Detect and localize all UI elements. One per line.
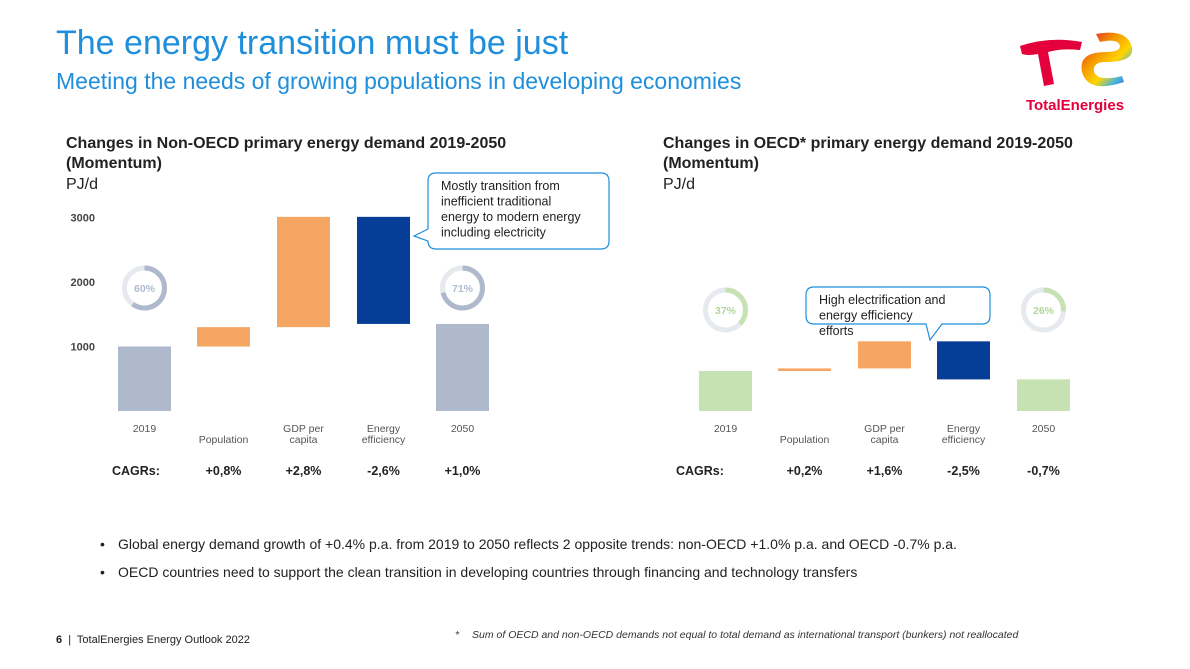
bullet-item: • OECD countries need to support the clea…	[100, 564, 957, 580]
bar-2	[778, 368, 831, 372]
category-label: Population	[199, 434, 249, 446]
category-label: capita	[289, 434, 317, 446]
cagr-value: +2,8%	[286, 464, 322, 478]
y-tick-label: 3000	[71, 213, 95, 225]
footnote-mark: *	[455, 629, 460, 641]
bar-4	[937, 341, 990, 380]
chart-left-unit: PJ/d	[66, 176, 99, 193]
page-title: The energy transition must be just	[56, 24, 569, 62]
category-label: 2050	[1032, 423, 1056, 435]
category-label: Energy	[367, 423, 401, 435]
category-label: efficiency	[942, 434, 986, 446]
logo-text: TotalEnergies	[1026, 97, 1124, 114]
callout-text: inefficient traditional	[441, 195, 551, 209]
bullet-dot: •	[100, 536, 105, 552]
chart-right-title: Changes in OECD* primary energy demand 2…	[663, 135, 1073, 172]
chart-right-unit: PJ/d	[663, 176, 696, 193]
cagr-value: +1,0%	[445, 464, 481, 478]
share-ring	[1021, 287, 1066, 333]
cagr-value: +1,6%	[867, 464, 903, 478]
footnote: * Sum of OECD and non-OECD demands not e…	[455, 629, 1018, 641]
callout-text: including electricity	[441, 226, 547, 240]
cagr-value: -2,5%	[947, 464, 980, 478]
callout-text: energy efficiency	[819, 309, 913, 323]
bar-1	[699, 371, 752, 411]
bullet-dot: •	[100, 564, 105, 580]
category-label: 2019	[714, 423, 738, 435]
callout-box	[805, 286, 991, 342]
bullet-text: Global energy demand growth of +0.4% p.a…	[118, 536, 957, 552]
page-number: 6	[56, 634, 63, 646]
callout-text: High electrification and	[819, 293, 946, 307]
category-label: 2050	[451, 423, 475, 435]
category-label: GDP per	[283, 423, 324, 435]
share-label: 26%	[1033, 305, 1055, 317]
page-subtitle: Meeting the needs of growing populations…	[56, 68, 742, 94]
category-label: Energy	[947, 423, 981, 435]
bullet-list: • Global energy demand growth of +0.4% p.…	[100, 536, 957, 592]
share-ring	[122, 265, 167, 311]
footer: 6 | TotalEnergies Energy Outlook 2022	[56, 634, 250, 646]
category-label: GDP per	[864, 423, 905, 435]
y-tick-label: 2000	[71, 277, 95, 289]
bullet-item: • Global energy demand growth of +0.4% p.…	[100, 536, 957, 552]
chart-left-title: Changes in Non-OECD primary energy deman…	[66, 135, 507, 172]
share-label: 71%	[452, 283, 474, 295]
footnote-text: Sum of OECD and non-OECD demands not equ…	[472, 629, 1019, 641]
category-label: 2019	[133, 423, 157, 435]
bullet-text: OECD countries need to support the clean…	[118, 564, 858, 580]
category-label: efficiency	[362, 434, 406, 446]
footer-separator: |	[68, 634, 72, 646]
bar-3	[858, 341, 911, 369]
cagr-value: +0,2%	[787, 464, 823, 478]
cagr-value: -2,6%	[367, 464, 400, 478]
share-label: 60%	[134, 283, 156, 295]
bar-3	[277, 216, 330, 328]
callout-text: efforts	[819, 324, 854, 338]
bar-1	[118, 346, 171, 411]
y-tick-label: 1000	[71, 342, 95, 354]
bar-5	[436, 323, 489, 411]
cagr-value: -0,7%	[1027, 464, 1060, 478]
footer-text: TotalEnergies Energy Outlook 2022	[76, 634, 250, 646]
callout-text: Mostly transition from	[441, 179, 560, 193]
category-label: Population	[780, 434, 830, 446]
cagr-value: +0,8%	[206, 464, 242, 478]
category-label: capita	[870, 434, 898, 446]
share-ring	[440, 265, 485, 311]
totalenergies-logo: TotalEnergies	[1010, 28, 1140, 118]
share-label: 37%	[715, 305, 737, 317]
bar-2	[197, 327, 250, 347]
bar-4	[357, 216, 410, 324]
share-ring	[703, 287, 748, 333]
callout-box	[412, 172, 610, 250]
cagr-label: CAGRs:	[112, 464, 160, 478]
cagr-label: CAGRs:	[676, 464, 724, 478]
bar-5	[1017, 379, 1070, 411]
callout-text: energy to modern energy	[441, 210, 581, 224]
